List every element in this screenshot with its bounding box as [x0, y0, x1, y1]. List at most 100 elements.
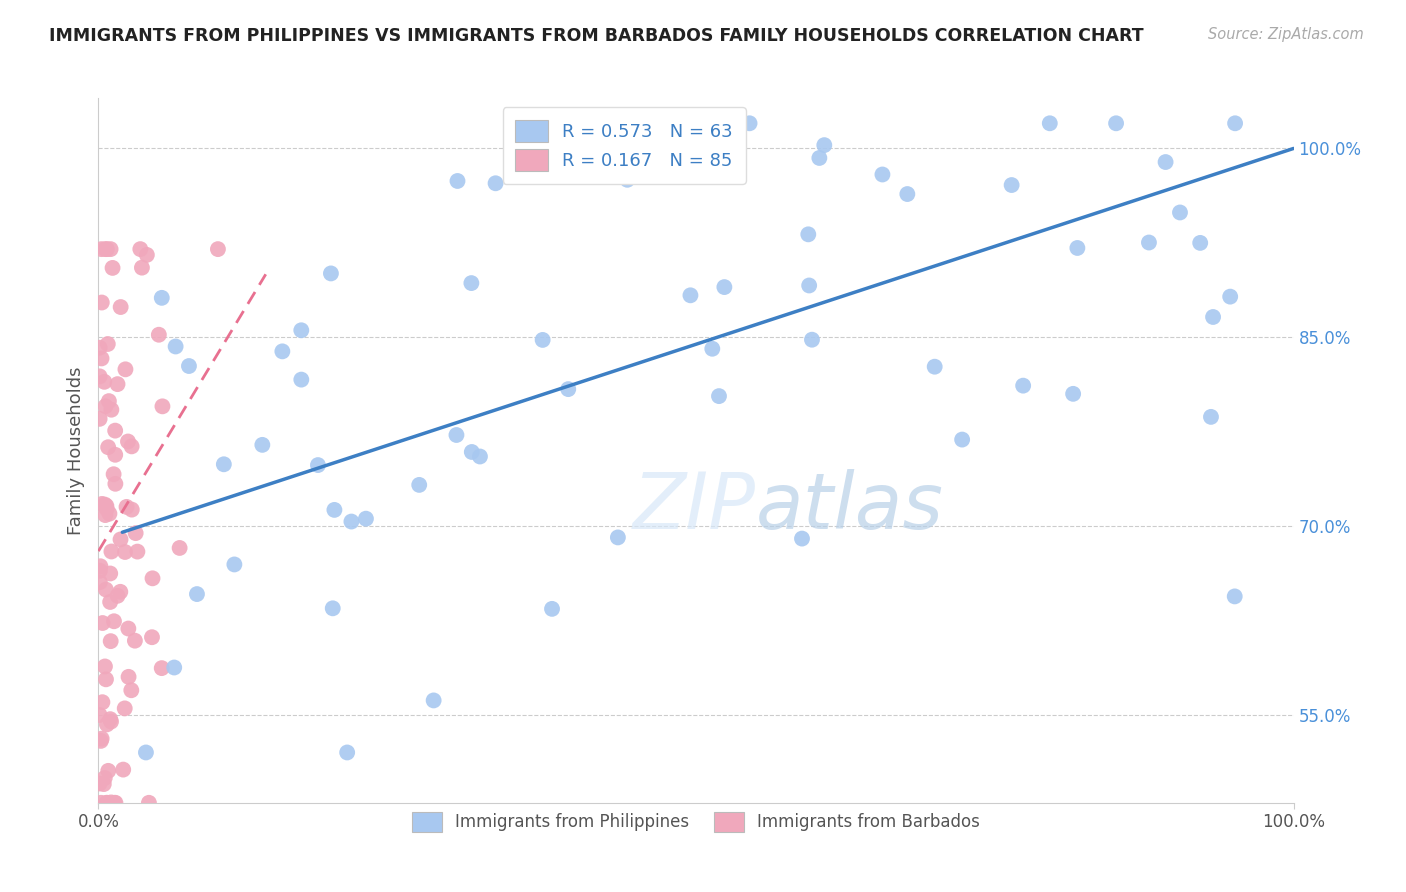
- Point: [98, 566, 121, 581]
- Point: [207, 242, 229, 256]
- Point: [100, 242, 122, 256]
- Point: [813, 138, 835, 153]
- Point: [801, 333, 824, 347]
- Point: [107, 589, 129, 603]
- Point: [713, 280, 735, 294]
- Point: [177, 359, 200, 373]
- Point: [89, 559, 111, 574]
- Point: [307, 458, 329, 472]
- Point: [408, 478, 430, 492]
- Point: [150, 291, 173, 305]
- Point: [90, 351, 112, 366]
- Text: Source: ZipAtlas.com: Source: ZipAtlas.com: [1208, 27, 1364, 42]
- Point: [290, 323, 312, 337]
- Point: [117, 434, 139, 449]
- Point: [90, 734, 112, 748]
- Point: [322, 601, 344, 615]
- Point: [103, 467, 125, 482]
- Point: [96, 242, 118, 256]
- Point: [1168, 205, 1191, 219]
- Point: [104, 476, 127, 491]
- Point: [100, 634, 122, 648]
- Point: [114, 545, 136, 559]
- Y-axis label: Family Households: Family Households: [66, 367, 84, 534]
- Point: [679, 288, 702, 302]
- Point: [1105, 116, 1128, 130]
- Point: [323, 503, 346, 517]
- Point: [121, 439, 143, 453]
- Point: [1154, 155, 1177, 169]
- Point: [1223, 116, 1246, 130]
- Point: [98, 595, 121, 609]
- Point: [808, 151, 831, 165]
- Point: [354, 511, 377, 525]
- Point: [96, 796, 118, 810]
- Point: [90, 242, 112, 256]
- Point: [634, 116, 657, 130]
- Point: [93, 777, 115, 791]
- Point: [319, 267, 342, 281]
- Point: [799, 278, 821, 293]
- Point: [148, 327, 170, 342]
- Point: [169, 541, 191, 555]
- Point: [541, 602, 564, 616]
- Point: [131, 260, 153, 275]
- Text: atlas: atlas: [756, 469, 943, 545]
- Point: [135, 746, 157, 760]
- Point: [290, 373, 312, 387]
- Point: [531, 333, 554, 347]
- Point: [1137, 235, 1160, 250]
- Point: [89, 341, 111, 355]
- Point: [702, 342, 724, 356]
- Point: [606, 530, 628, 544]
- Point: [124, 526, 146, 541]
- Point: [336, 746, 359, 760]
- Point: [1066, 241, 1088, 255]
- Text: IMMIGRANTS FROM PHILIPPINES VS IMMIGRANTS FROM BARBADOS FAMILY HOUSEHOLDS CORREL: IMMIGRANTS FROM PHILIPPINES VS IMMIGRANT…: [49, 27, 1144, 45]
- Text: ZIP: ZIP: [633, 469, 756, 545]
- Point: [790, 532, 813, 546]
- Point: [872, 168, 894, 182]
- Point: [114, 701, 136, 715]
- Point: [90, 295, 112, 310]
- Point: [896, 187, 918, 202]
- Point: [98, 712, 121, 726]
- Point: [89, 708, 111, 723]
- Point: [90, 796, 112, 810]
- Point: [89, 575, 111, 590]
- Point: [138, 796, 160, 810]
- Point: [97, 440, 120, 454]
- Point: [112, 763, 135, 777]
- Point: [94, 242, 117, 256]
- Point: [484, 176, 506, 190]
- Point: [165, 339, 187, 353]
- Legend: Immigrants from Philippines, Immigrants from Barbados: Immigrants from Philippines, Immigrants …: [399, 800, 993, 844]
- Point: [1223, 590, 1246, 604]
- Point: [422, 693, 444, 707]
- Point: [117, 670, 139, 684]
- Point: [94, 399, 117, 413]
- Point: [97, 337, 120, 351]
- Point: [93, 771, 115, 785]
- Point: [97, 764, 120, 778]
- Point: [1062, 387, 1084, 401]
- Point: [124, 633, 146, 648]
- Point: [100, 402, 122, 417]
- Point: [271, 344, 294, 359]
- Point: [1189, 235, 1212, 250]
- Point: [340, 515, 363, 529]
- Point: [104, 796, 127, 810]
- Point: [127, 544, 149, 558]
- Point: [103, 796, 125, 810]
- Point: [89, 369, 111, 384]
- Point: [96, 501, 118, 516]
- Point: [104, 448, 127, 462]
- Point: [1039, 116, 1062, 130]
- Point: [460, 276, 482, 290]
- Point: [924, 359, 946, 374]
- Point: [110, 584, 132, 599]
- Point: [100, 714, 122, 729]
- Point: [96, 717, 118, 731]
- Point: [224, 558, 246, 572]
- Point: [120, 683, 142, 698]
